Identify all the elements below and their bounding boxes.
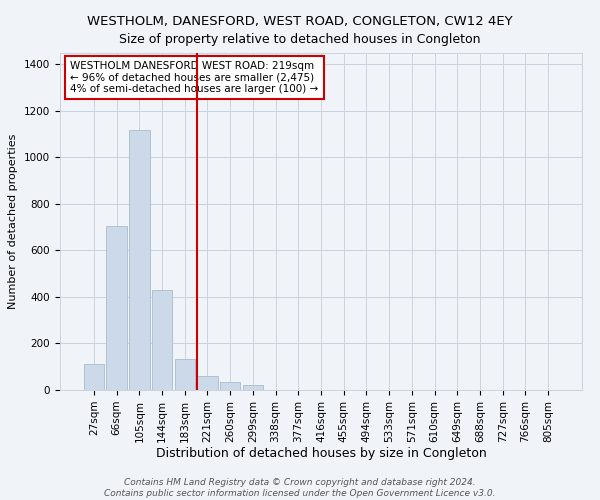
X-axis label: Distribution of detached houses by size in Congleton: Distribution of detached houses by size … [155,448,487,460]
Bar [242,386,263,390]
Text: Contains HM Land Registry data © Crown copyright and database right 2024.
Contai: Contains HM Land Registry data © Crown c… [104,478,496,498]
Text: Size of property relative to detached houses in Congleton: Size of property relative to detached ho… [119,32,481,46]
Text: WESTHOLM, DANESFORD, WEST ROAD, CONGLETON, CW12 4EY: WESTHOLM, DANESFORD, WEST ROAD, CONGLETO… [87,15,513,28]
Text: WESTHOLM DANESFORD WEST ROAD: 219sqm
← 96% of detached houses are smaller (2,475: WESTHOLM DANESFORD WEST ROAD: 219sqm ← 9… [70,61,319,94]
Bar [106,226,127,390]
Y-axis label: Number of detached properties: Number of detached properties [8,134,19,309]
Bar [129,130,149,390]
Bar [175,358,195,390]
Bar [220,382,241,390]
Bar [197,376,218,390]
Bar [84,364,104,390]
Bar [152,290,172,390]
